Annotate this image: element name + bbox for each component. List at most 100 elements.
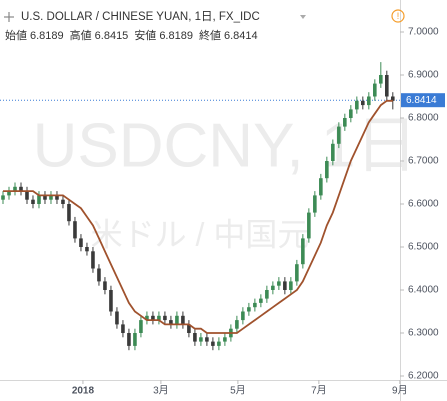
x-tick-label: 7月	[311, 385, 327, 397]
candle-body	[199, 337, 203, 342]
candle-body	[67, 203, 71, 222]
y-tick-label: 6.4000	[408, 285, 439, 296]
candle-body	[289, 281, 293, 290]
y-tick-label: 7.0000	[408, 27, 439, 38]
legend-value: 6.8414	[224, 30, 258, 42]
ohlc-legend: 始値 6.8189 高値 6.8415 安値 6.8189 終値 6.8414	[5, 28, 258, 42]
candle-body	[325, 160, 329, 179]
candle-body	[43, 195, 47, 200]
candle-body	[121, 324, 125, 333]
candle-body	[349, 109, 353, 118]
candle-body	[109, 289, 113, 312]
y-tick-label: 6.9000	[408, 70, 439, 81]
candle-body	[181, 315, 185, 325]
candle-body	[145, 315, 149, 321]
candle-body	[319, 178, 323, 196]
candle-body	[253, 302, 257, 308]
candle-body	[247, 307, 251, 312]
candle-body	[337, 126, 341, 144]
candle-body	[115, 311, 119, 325]
warning-icon[interactable]: !	[391, 9, 405, 23]
candle-body	[175, 315, 179, 325]
dropdown-arrow[interactable]	[300, 15, 306, 19]
candle-body	[271, 285, 275, 290]
legend-value: 6.8415	[95, 30, 129, 42]
candle-body	[373, 83, 377, 97]
y-tick-label: 6.2000	[408, 371, 439, 382]
candle-body	[361, 100, 365, 106]
legend-label: 高値	[70, 28, 92, 42]
legend-label: 始値	[5, 28, 27, 42]
candle-body	[301, 238, 305, 265]
y-tick-label: 6.7000	[408, 156, 439, 167]
candle-body	[367, 96, 371, 106]
legend-value: 6.8189	[30, 30, 64, 42]
candle-body	[379, 74, 383, 84]
svg-text:!: !	[397, 11, 400, 21]
candle-body	[355, 100, 359, 110]
x-tick-label: 5月	[230, 385, 246, 397]
candle-body	[127, 332, 131, 346]
candle-body	[79, 238, 83, 247]
y-tick-label: 6.6000	[408, 199, 439, 210]
candle-body	[313, 195, 317, 213]
legend-label: 安値	[134, 28, 156, 42]
x-tick-label: 9月	[392, 385, 408, 397]
candle-body	[13, 186, 17, 192]
x-tick-label: 2018	[72, 386, 95, 397]
candle-body	[1, 195, 5, 200]
candle-body	[211, 341, 215, 346]
candle-body	[97, 268, 101, 282]
candle-body	[25, 191, 29, 200]
y-tick-label: 6.3000	[408, 328, 439, 339]
candle-body	[343, 117, 347, 127]
last-price-tag	[401, 93, 445, 108]
candle-body	[169, 320, 173, 325]
candle-body	[73, 221, 77, 239]
candle-body	[391, 96, 395, 101]
candle-body	[241, 311, 245, 321]
candle-body	[265, 289, 269, 299]
candle-body	[157, 315, 161, 321]
candle-body	[223, 337, 227, 342]
crosshair-icon[interactable]	[4, 12, 14, 22]
candle-body	[151, 315, 155, 321]
candle-body	[85, 246, 89, 252]
y-tick-label: 6.5000	[408, 242, 439, 253]
symbol-title: U.S. DOLLAR / CHINESE YUAN, 1日, FX_IDC	[21, 11, 260, 23]
candle-body	[133, 332, 137, 346]
candle-body	[19, 186, 23, 192]
last-price-label: 6.8414	[406, 95, 437, 106]
candle-body	[7, 191, 11, 196]
y-tick-label: 6.8000	[408, 113, 439, 124]
x-tick-label: 3月	[153, 385, 169, 397]
moving-average	[3, 99, 393, 334]
candle-body	[283, 281, 287, 290]
candle-body	[385, 74, 389, 97]
candle-body	[217, 341, 221, 346]
candle-body	[49, 195, 53, 200]
candle-body	[163, 315, 167, 321]
legend-label: 終値	[199, 28, 221, 42]
candle-body	[205, 337, 209, 342]
candle-body	[61, 199, 65, 204]
watermark: USDCNY, 1日	[33, 111, 418, 180]
candle-body	[235, 320, 239, 329]
watermark-sub: 米ドル / 中国元	[91, 216, 310, 252]
candle-body	[277, 281, 281, 286]
candle-body	[295, 264, 299, 282]
candle-body	[91, 251, 95, 269]
candle-body	[31, 199, 35, 204]
candle-body	[307, 212, 311, 239]
legend-value: 6.8189	[159, 30, 193, 42]
candle-body	[55, 195, 59, 200]
candle-body	[139, 320, 143, 333]
candle-body	[331, 143, 335, 161]
candle-body	[187, 324, 191, 333]
candle-body	[103, 281, 107, 290]
candle-body	[259, 298, 263, 303]
candle-body	[193, 332, 197, 342]
